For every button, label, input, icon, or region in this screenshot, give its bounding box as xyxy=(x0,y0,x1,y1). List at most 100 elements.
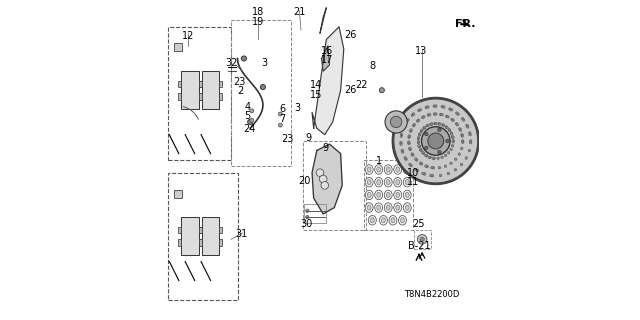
Circle shape xyxy=(460,129,461,132)
Circle shape xyxy=(444,165,447,167)
Ellipse shape xyxy=(401,218,404,223)
Circle shape xyxy=(413,124,415,126)
Circle shape xyxy=(420,163,423,165)
Circle shape xyxy=(408,141,410,143)
Circle shape xyxy=(319,175,327,183)
Bar xyxy=(198,227,202,233)
Circle shape xyxy=(422,172,424,175)
Text: 31: 31 xyxy=(236,228,248,239)
Text: 5: 5 xyxy=(244,111,251,121)
Text: 25: 25 xyxy=(413,219,425,229)
Ellipse shape xyxy=(377,205,381,210)
Circle shape xyxy=(422,151,424,154)
Text: 4: 4 xyxy=(244,102,251,112)
Circle shape xyxy=(428,156,431,158)
Text: 24: 24 xyxy=(243,124,256,134)
Ellipse shape xyxy=(384,203,392,212)
Circle shape xyxy=(415,168,417,171)
Circle shape xyxy=(417,120,419,122)
Ellipse shape xyxy=(394,203,402,212)
Circle shape xyxy=(433,105,435,108)
Circle shape xyxy=(427,106,429,108)
Circle shape xyxy=(452,140,454,143)
Circle shape xyxy=(419,162,422,164)
Text: 3: 3 xyxy=(261,58,268,68)
Circle shape xyxy=(445,126,448,129)
Text: B-21: B-21 xyxy=(408,241,430,251)
Circle shape xyxy=(438,166,441,169)
Circle shape xyxy=(454,158,457,160)
Bar xyxy=(181,217,198,255)
Circle shape xyxy=(438,123,440,125)
Circle shape xyxy=(408,147,411,149)
Circle shape xyxy=(469,140,472,142)
Circle shape xyxy=(241,56,246,61)
Circle shape xyxy=(431,123,433,125)
Ellipse shape xyxy=(403,178,412,187)
Circle shape xyxy=(407,119,410,121)
Circle shape xyxy=(410,129,412,131)
Ellipse shape xyxy=(387,167,390,172)
Circle shape xyxy=(458,153,461,156)
Bar xyxy=(198,239,202,246)
Circle shape xyxy=(423,127,426,129)
Bar xyxy=(198,81,202,87)
Circle shape xyxy=(452,119,454,122)
Circle shape xyxy=(426,155,428,157)
Circle shape xyxy=(426,165,428,168)
Circle shape xyxy=(417,109,420,112)
Ellipse shape xyxy=(365,178,373,187)
Circle shape xyxy=(248,119,253,124)
Ellipse shape xyxy=(387,180,390,185)
Ellipse shape xyxy=(375,203,383,212)
Circle shape xyxy=(427,114,429,116)
Circle shape xyxy=(412,154,414,156)
Ellipse shape xyxy=(367,167,371,172)
Ellipse shape xyxy=(403,165,412,174)
Bar xyxy=(178,227,181,233)
Circle shape xyxy=(460,163,463,166)
Circle shape xyxy=(424,146,428,150)
Ellipse shape xyxy=(380,215,387,225)
Ellipse shape xyxy=(396,192,399,197)
Circle shape xyxy=(465,157,467,159)
Bar xyxy=(168,173,237,300)
Text: 7: 7 xyxy=(280,114,285,124)
Circle shape xyxy=(440,113,442,116)
Circle shape xyxy=(439,174,442,177)
Ellipse shape xyxy=(384,165,392,174)
Circle shape xyxy=(447,116,449,118)
Circle shape xyxy=(419,133,420,136)
Circle shape xyxy=(418,144,420,147)
Ellipse shape xyxy=(396,205,399,210)
Circle shape xyxy=(435,113,437,115)
Ellipse shape xyxy=(365,203,373,212)
Circle shape xyxy=(452,137,454,139)
Ellipse shape xyxy=(369,215,376,225)
Circle shape xyxy=(431,166,433,169)
Text: 13: 13 xyxy=(415,45,428,56)
Ellipse shape xyxy=(377,167,381,172)
Circle shape xyxy=(412,124,415,127)
Ellipse shape xyxy=(391,218,395,223)
Polygon shape xyxy=(320,8,326,33)
Bar xyxy=(198,239,202,246)
Ellipse shape xyxy=(377,180,381,185)
Circle shape xyxy=(410,130,412,132)
Circle shape xyxy=(380,88,385,93)
Circle shape xyxy=(424,126,426,129)
Text: 21: 21 xyxy=(293,7,305,18)
Circle shape xyxy=(417,137,420,140)
Ellipse shape xyxy=(405,167,409,172)
Circle shape xyxy=(427,124,429,127)
Circle shape xyxy=(441,105,444,108)
Circle shape xyxy=(415,158,417,160)
Circle shape xyxy=(467,126,469,128)
Bar xyxy=(304,204,326,223)
Ellipse shape xyxy=(394,178,402,187)
Circle shape xyxy=(442,124,444,126)
Bar xyxy=(220,81,223,87)
Text: 16: 16 xyxy=(321,45,333,56)
Text: 1: 1 xyxy=(376,156,381,166)
Circle shape xyxy=(408,163,411,166)
